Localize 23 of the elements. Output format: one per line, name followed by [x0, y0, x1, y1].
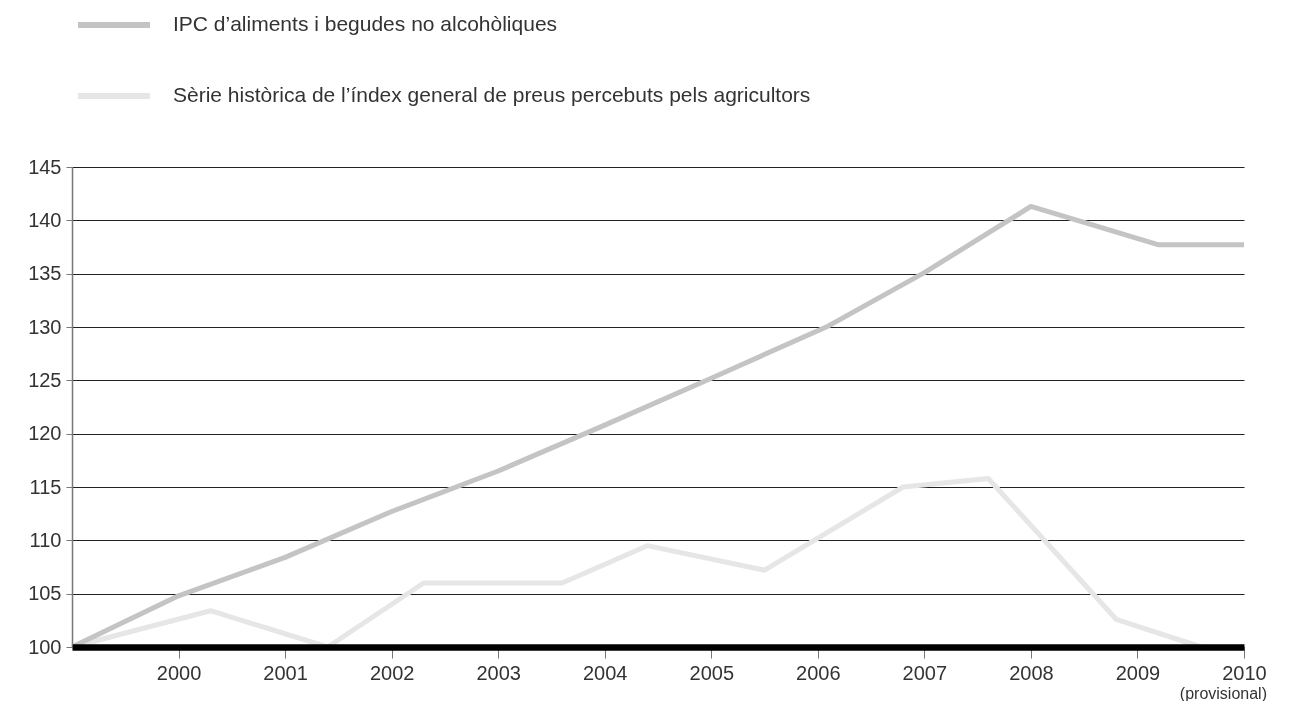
x-tick-label: 2005	[689, 661, 735, 684]
legend-label: IPC d’aliments i begudes no alcohòliques	[173, 12, 558, 35]
y-tick-label: 100	[28, 635, 62, 658]
x-tick-label: 2000	[156, 661, 202, 684]
x-tick-label: 2008	[1009, 661, 1054, 684]
x-tick-label: 2002	[369, 661, 415, 684]
x-tick-label: 2001	[263, 661, 308, 684]
x-tick-label: 2007	[902, 661, 948, 684]
x-tick-label: 2009	[1115, 661, 1161, 684]
y-tick-label: 105	[28, 582, 62, 605]
x-tick-label: 2010	[1222, 661, 1267, 684]
y-tick-label: 110	[29, 528, 62, 551]
y-tick-label: 125	[28, 368, 62, 391]
x-tick-label: 2003	[476, 661, 521, 684]
x-tick-label: 2006	[796, 661, 841, 684]
y-tick-label: 115	[29, 475, 62, 498]
y-tick-label: 120	[28, 422, 62, 445]
y-tick-label: 140	[28, 208, 62, 231]
y-tick-label: 130	[28, 315, 62, 338]
y-tick-label: 145	[28, 155, 62, 178]
y-tick-label: 135	[28, 262, 62, 285]
x-tick-label: 2004	[582, 661, 628, 684]
legend-label: Sèrie històrica de l’índex general de preus percebuts pels agricultors	[173, 83, 811, 106]
